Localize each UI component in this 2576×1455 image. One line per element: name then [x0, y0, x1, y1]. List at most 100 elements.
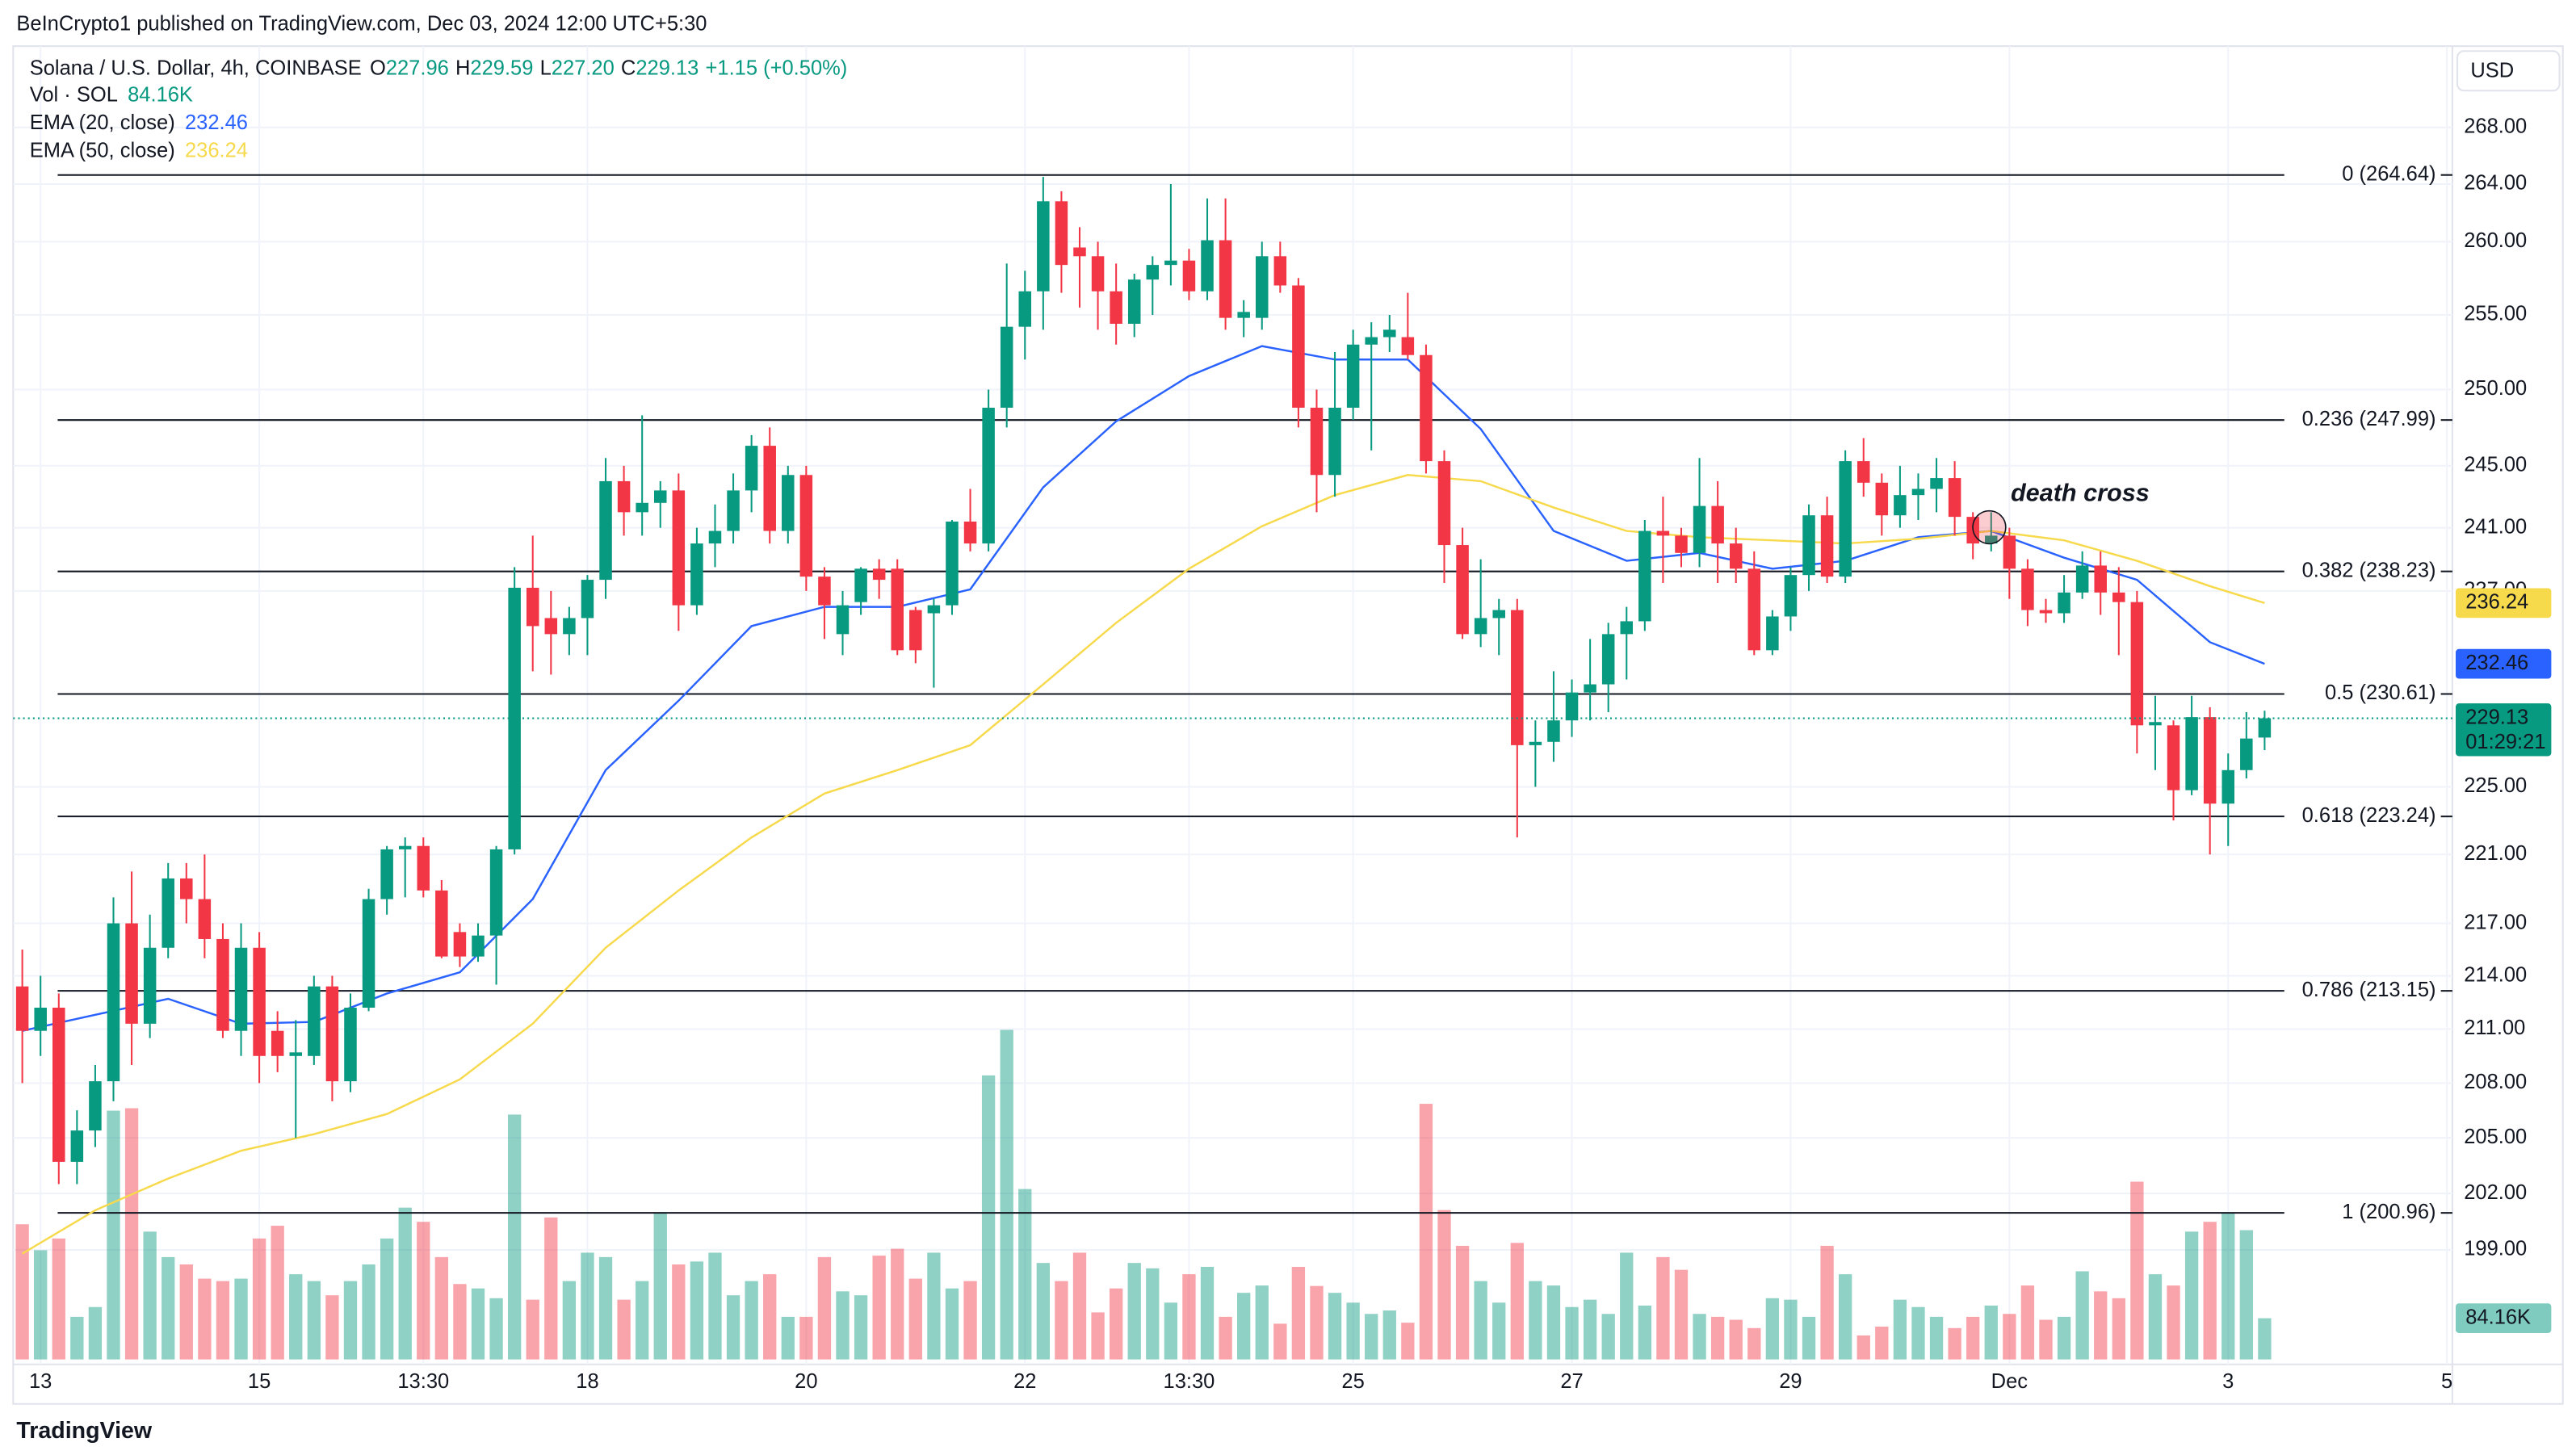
quote-field: H [455, 57, 470, 79]
quote-value: 229.13 [636, 57, 699, 79]
candle-body [782, 475, 795, 531]
currency[interactable]: USD [2470, 60, 2514, 82]
candle-body [143, 947, 157, 1024]
volume-bar [1656, 1256, 1670, 1360]
volume-bar [362, 1264, 375, 1360]
ema-line [21, 474, 2265, 1255]
volume-bar [2112, 1298, 2125, 1360]
x-tick-label: 13:30 [397, 1370, 449, 1393]
volume-bar [1055, 1281, 1068, 1360]
candle-body [1766, 616, 1779, 651]
y-tick-label: 205.00 [2464, 1126, 2527, 1148]
volume-bar [781, 1316, 795, 1360]
volume-bar [945, 1288, 959, 1360]
candle-body [1420, 354, 1433, 462]
volume-bar [1693, 1314, 1706, 1360]
candle-body [1620, 621, 1634, 635]
volume-bar [179, 1264, 193, 1360]
legend-line: Solana / U.S. Dollar, 4h, COINBASE O227.9… [30, 57, 848, 79]
volume-bar [1237, 1293, 1251, 1360]
candle-body [1584, 684, 1596, 693]
fib-label: 0.5 (230.61) [2325, 681, 2436, 704]
volume-bar [653, 1213, 667, 1360]
volume-bar [617, 1299, 631, 1360]
volume-bar [1729, 1319, 1743, 1360]
volume-bar [2039, 1319, 2053, 1360]
candle-body [1201, 240, 1214, 291]
volume-bar [143, 1231, 157, 1360]
volume-bar [52, 1238, 65, 1360]
volume-bar [1565, 1306, 1579, 1360]
y-tick-label: 225.00 [2464, 774, 2527, 797]
candle-body [308, 986, 321, 1056]
currency-button[interactable] [2456, 50, 2561, 92]
candle-body [1018, 291, 1032, 327]
candle-body [289, 1052, 303, 1056]
volume-bar [891, 1248, 904, 1360]
candle-body [982, 407, 995, 544]
volume-bar [2075, 1271, 2089, 1360]
y-tick-label: 260.00 [2464, 229, 2527, 252]
volume-bar [1875, 1327, 1889, 1360]
candle-body [909, 610, 922, 651]
candle-body [636, 502, 648, 513]
candle-body [162, 878, 174, 948]
candle-body [654, 490, 667, 503]
volume-bar [2003, 1314, 2016, 1360]
volume-bar [1146, 1268, 1160, 1360]
volume-bar [1911, 1306, 1925, 1360]
y-tick-label: 245.00 [2464, 454, 2527, 476]
candle-body [1802, 515, 1815, 576]
volume-bar [1893, 1299, 1907, 1360]
candle-body [1255, 256, 1269, 318]
candle-body [1000, 326, 1013, 408]
candle-body [2112, 592, 2125, 602]
series-value: 232.46 [185, 111, 248, 134]
candle-body [836, 605, 850, 635]
x-tick-label: 15 [248, 1370, 271, 1393]
candle-body [253, 947, 266, 1056]
candle-body [1492, 610, 1505, 618]
price-badge [2456, 588, 2552, 618]
y-tick-label: 202.00 [2464, 1181, 2527, 1204]
volume-bar [1419, 1104, 1433, 1360]
volume-name: Vol · SOL [30, 83, 118, 106]
x-tick-label: 3 [2222, 1370, 2234, 1393]
candle-body [927, 605, 941, 614]
quote-value: 227.20 [552, 57, 615, 79]
candle-body [1055, 201, 1068, 266]
legend-title: Solana / U.S. Dollar, 4h, COINBASE [30, 57, 362, 79]
volume-bar [2184, 1231, 2199, 1360]
candle-body [1820, 515, 1834, 577]
candle-body [1894, 495, 1907, 516]
volume-bar [471, 1288, 485, 1360]
legend-line: Vol · SOL 84.16K [30, 83, 193, 106]
candle-body [1328, 407, 1341, 476]
volume-bar [307, 1281, 321, 1360]
candle-body [1875, 482, 1889, 516]
volume-bar [271, 1226, 284, 1360]
x-tick-label: 13:30 [1164, 1370, 1215, 1393]
candle-body [362, 899, 375, 1008]
y-tick-label: 214.00 [2464, 963, 2527, 986]
candle-body [1784, 575, 1798, 617]
candle-body [15, 986, 29, 1031]
volume-bar [1365, 1314, 1378, 1360]
candle-body [963, 521, 977, 544]
y-tick-label: 211.00 [2464, 1017, 2525, 1039]
candle-body [1601, 634, 1615, 685]
volume-bar [2130, 1181, 2144, 1360]
price-badge [2456, 703, 2552, 757]
candle-body [52, 1008, 65, 1162]
volume-bar [1310, 1285, 1324, 1360]
volume-bar [88, 1306, 103, 1360]
candle-body [1930, 478, 1943, 489]
legend-line: EMA (20, close) 232.46 [30, 111, 248, 134]
volume-bar [1200, 1267, 1215, 1360]
volume-bar [1109, 1288, 1123, 1360]
candle-body [1292, 285, 1305, 408]
volume-bar [872, 1256, 886, 1360]
candle-body [125, 923, 138, 1024]
